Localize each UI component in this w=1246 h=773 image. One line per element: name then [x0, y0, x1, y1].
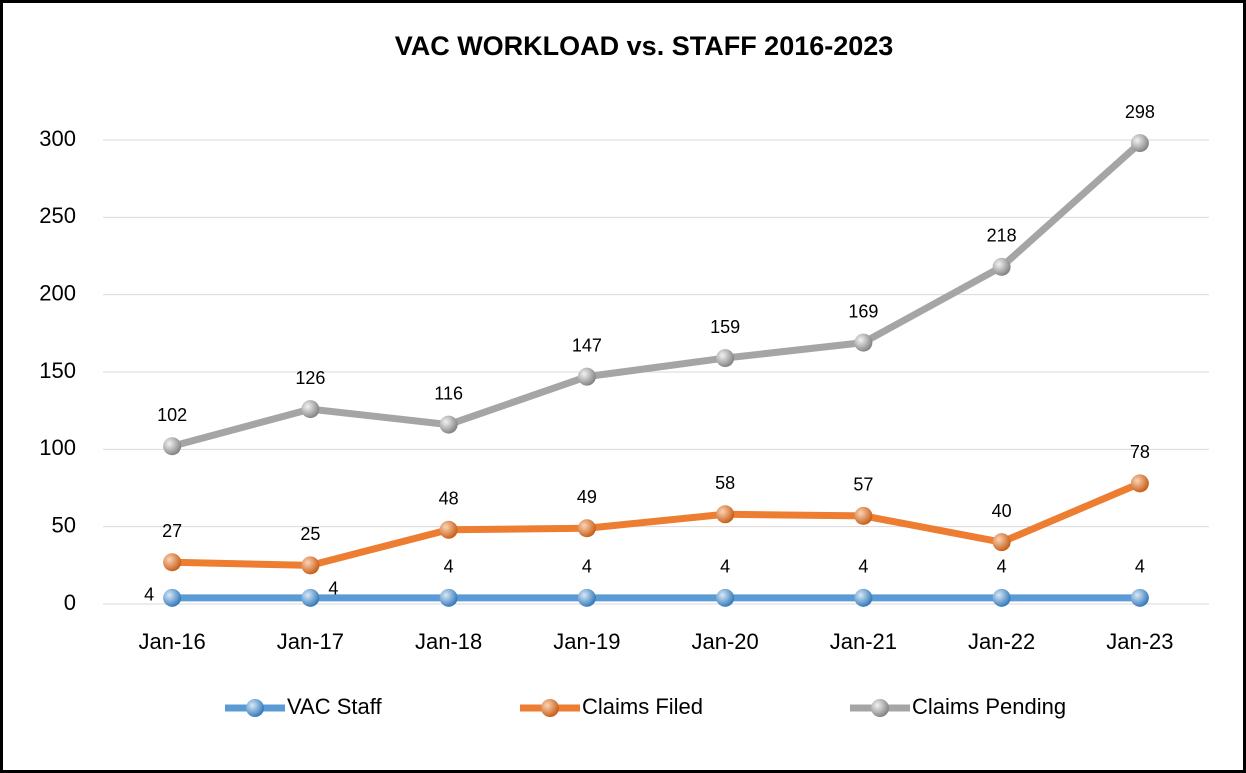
data-label: 4 — [444, 557, 454, 577]
data-label: 126 — [295, 368, 325, 388]
y-tick-label: 150 — [39, 358, 76, 383]
data-point — [439, 520, 458, 539]
data-label: 4 — [858, 557, 868, 577]
data-point — [163, 553, 182, 572]
series-line — [172, 480, 1142, 569]
data-label: 4 — [328, 579, 338, 599]
data-point — [1130, 588, 1149, 607]
data-point — [854, 588, 873, 607]
data-point — [577, 519, 596, 538]
data-label: 49 — [577, 487, 597, 507]
data-point — [301, 400, 320, 419]
data-point — [854, 506, 873, 525]
data-point — [163, 588, 182, 607]
data-point — [992, 533, 1011, 552]
data-point — [1130, 474, 1149, 493]
chart-title: VAC WORKLOAD vs. STAFF 2016-2023 — [395, 31, 894, 61]
data-label: 4 — [720, 557, 730, 577]
data-label: 116 — [434, 383, 463, 403]
data-point — [1130, 134, 1149, 153]
x-tick-label: Jan-18 — [415, 629, 482, 654]
y-tick-label: 50 — [52, 512, 76, 537]
x-tick-label: Jan-20 — [691, 629, 758, 654]
x-tick-label: Jan-17 — [277, 629, 344, 654]
data-point — [854, 333, 873, 352]
legend-marker — [541, 699, 559, 717]
y-tick-label: 0 — [64, 590, 76, 615]
data-point — [716, 505, 735, 524]
data-point — [716, 349, 735, 368]
legend-label: Claims Filed — [582, 694, 703, 719]
data-label: 58 — [715, 473, 735, 493]
series-line — [171, 140, 1143, 450]
data-label: 298 — [1125, 102, 1155, 122]
data-point — [577, 588, 596, 607]
data-label: 27 — [162, 521, 182, 541]
legend-marker — [871, 699, 889, 717]
y-tick-label: 300 — [39, 126, 76, 151]
data-label: 4 — [144, 585, 154, 605]
data-label: 48 — [439, 489, 459, 509]
data-label: 218 — [987, 226, 1017, 246]
x-tick-label: Jan-23 — [1106, 629, 1173, 654]
x-tick-label: Jan-21 — [830, 629, 897, 654]
data-point — [163, 437, 182, 456]
data-label: 4 — [582, 557, 592, 577]
data-point — [439, 588, 458, 607]
data-label: 4 — [997, 557, 1007, 577]
data-label: 102 — [157, 405, 187, 425]
legend-marker — [246, 699, 264, 717]
data-label: 169 — [848, 301, 878, 321]
data-label: 78 — [1130, 442, 1150, 462]
data-point — [439, 415, 458, 434]
x-tick-label: Jan-22 — [968, 629, 1035, 654]
data-label: 4 — [1135, 557, 1145, 577]
y-tick-label: 250 — [39, 203, 76, 228]
data-label: 57 — [853, 475, 873, 495]
legend-label: Claims Pending — [912, 694, 1066, 719]
data-point — [992, 588, 1011, 607]
legend-label: VAC Staff — [287, 694, 382, 719]
data-point — [716, 588, 735, 607]
y-tick-label: 200 — [39, 280, 76, 305]
data-point — [992, 257, 1011, 276]
y-tick-label: 100 — [39, 435, 76, 460]
data-label: 147 — [572, 335, 602, 355]
data-label: 40 — [992, 501, 1012, 521]
data-point — [577, 367, 596, 386]
data-point — [301, 556, 320, 575]
data-label: 25 — [300, 524, 320, 544]
x-tick-label: Jan-16 — [138, 629, 205, 654]
data-label: 159 — [710, 317, 740, 337]
x-tick-label: Jan-19 — [553, 629, 620, 654]
data-point — [301, 588, 320, 607]
